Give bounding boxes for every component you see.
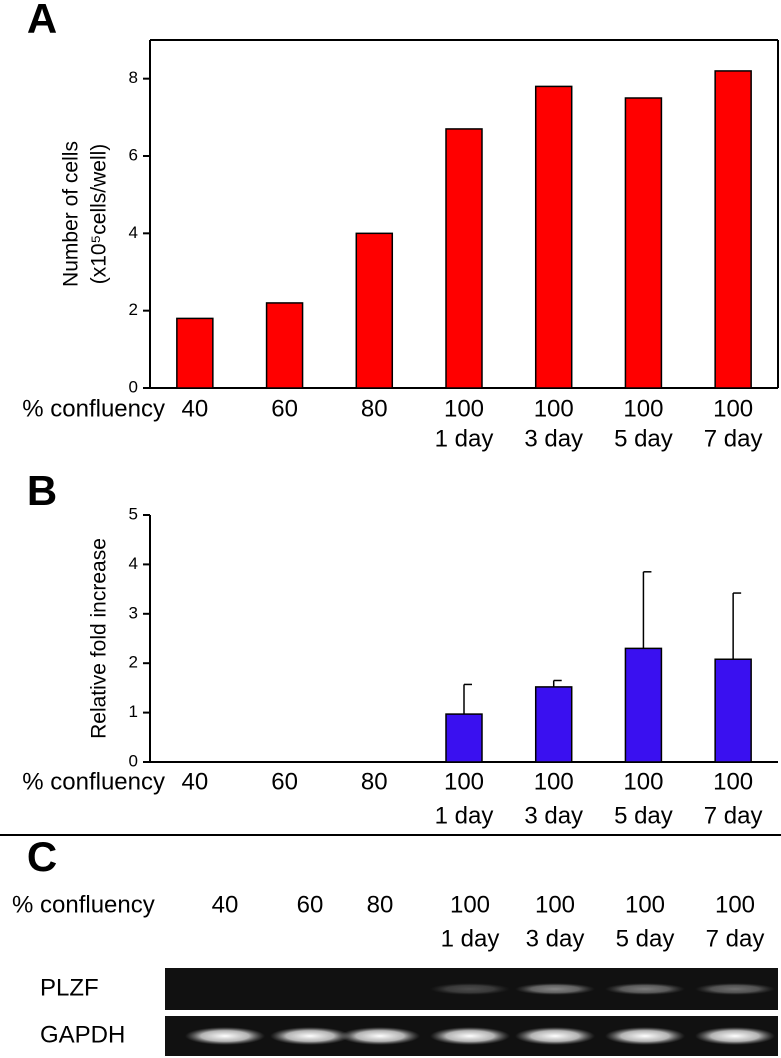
gel-band <box>270 1027 350 1045</box>
x-tick-label: 100 <box>534 395 574 422</box>
gel-band <box>605 1027 685 1045</box>
x-tick-label: 100 <box>713 768 753 795</box>
lane-label: 100 <box>625 891 665 918</box>
gel-band <box>430 1027 510 1045</box>
gel-band <box>340 1027 420 1045</box>
x-tick-label: 60 <box>271 395 298 422</box>
x-tick-label: 7 day <box>704 802 763 829</box>
x-tick-label: 80 <box>361 768 388 795</box>
x-tick-label: 100 <box>713 395 753 422</box>
gel-band <box>515 983 595 995</box>
bar <box>624 647 663 763</box>
x-tick-label: 100 <box>444 768 484 795</box>
lane-label: 100 <box>535 891 575 918</box>
x-tick-label: 40 <box>182 395 209 422</box>
x-tick-label: 3 day <box>524 425 583 452</box>
gel-band <box>185 1027 265 1045</box>
bar <box>714 658 752 763</box>
x-tick-label: 60 <box>271 768 298 795</box>
lane-label: 1 day <box>441 925 500 952</box>
x-tick-label: 40 <box>182 768 209 795</box>
x-tick-label: 3 day <box>524 802 583 829</box>
x-tick-label: 100 <box>623 395 663 422</box>
x-tick-label: 100 <box>623 768 663 795</box>
lane-label: 100 <box>715 891 755 918</box>
x-tick-label: 1 day <box>435 802 494 829</box>
gel-band <box>695 983 775 995</box>
y-tick-label: 5 <box>129 504 138 523</box>
x-tick-label: 80 <box>361 395 388 422</box>
x-tick-label: 100 <box>534 768 574 795</box>
bar <box>714 70 752 389</box>
lane-label: 40 <box>212 891 239 918</box>
bar <box>445 713 483 763</box>
gel-band <box>695 1027 775 1045</box>
bar <box>534 686 573 763</box>
bar <box>445 128 483 389</box>
y-tick-label: 8 <box>129 68 138 87</box>
bar <box>355 232 394 389</box>
y-tick-label: 4 <box>129 554 138 573</box>
lane-label: 80 <box>367 891 394 918</box>
lane-label: 100 <box>450 891 490 918</box>
y-axis-label: (x10⁵cells/well) <box>88 144 111 285</box>
row-label: GAPDH <box>40 1021 125 1048</box>
y-tick-label: 2 <box>129 653 138 672</box>
bar <box>534 85 573 389</box>
x-tick-label: 5 day <box>614 425 673 452</box>
y-tick-label: 0 <box>129 751 138 770</box>
bar <box>265 302 304 389</box>
row-label: PLZF <box>40 974 99 1001</box>
lane-label: 60 <box>297 891 324 918</box>
x-tick-label: 1 day <box>435 425 494 452</box>
y-tick-label: 2 <box>129 300 138 319</box>
lane-label: 5 day <box>616 925 675 952</box>
x-tick-label: 5 day <box>614 802 673 829</box>
y-tick-label: 0 <box>129 377 138 396</box>
bar <box>176 317 214 389</box>
y-tick-label: 4 <box>129 223 138 242</box>
gel-band <box>605 983 685 995</box>
x-tick-label: 100 <box>444 395 484 422</box>
y-tick-label: 3 <box>129 603 138 622</box>
gel-band <box>430 983 510 995</box>
x-tick-label: 7 day <box>704 425 763 452</box>
x-axis-label: % confluency <box>22 395 165 422</box>
panel-label: A <box>27 0 57 42</box>
y-tick-label: 1 <box>129 702 138 721</box>
bar <box>624 97 663 389</box>
panel-label: C <box>27 833 57 880</box>
lane-label: 3 day <box>526 925 585 952</box>
y-tick-label: 6 <box>129 145 138 164</box>
y-axis-label: Relative fold increase <box>88 538 111 739</box>
x-axis-label: % confluency <box>22 768 165 795</box>
panel-label: B <box>27 467 57 514</box>
lane-label: 7 day <box>706 925 765 952</box>
x-axis-label: % confluency <box>12 891 155 918</box>
gel-band <box>515 1027 595 1045</box>
y-axis-label: Number of cells <box>60 141 83 287</box>
